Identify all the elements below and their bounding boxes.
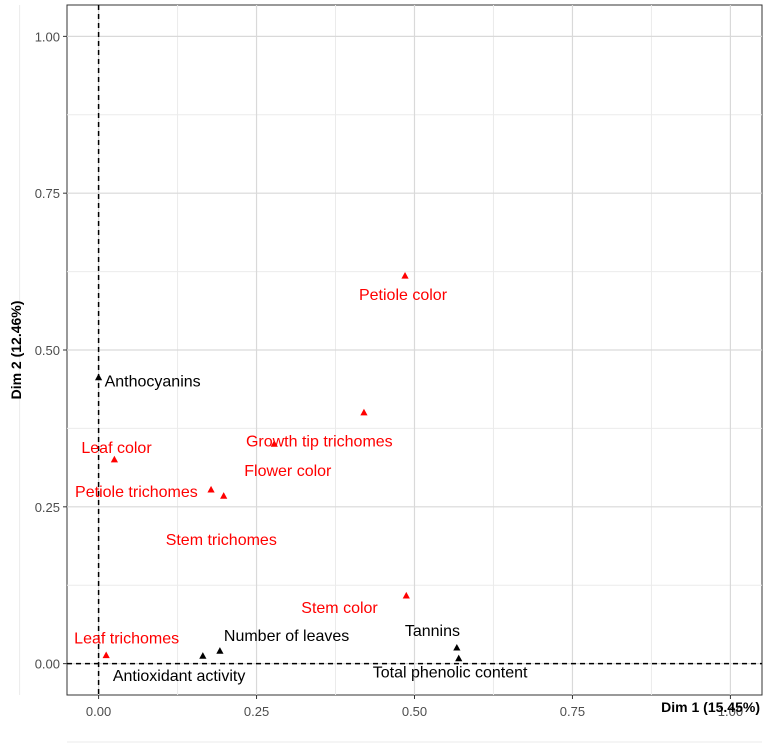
point-label-stem-color: Stem color [301,600,378,617]
point-label-growth-tip-trichomes: Growth tip trichomes [246,434,393,451]
point-label-number-of-leaves: Number of leaves [224,628,349,645]
x-axis-ticks: 0.00 0.25 0.50 0.75 1.00 [86,695,743,719]
point-label-petiole-trichomes: Petiole trichomes [75,484,198,501]
point-marker-flower-color [270,440,278,447]
point-marker-anthocyanins [94,373,103,381]
x-tick-label: 1.00 [718,704,743,719]
point-marker-petiole-color [401,271,409,279]
point-marker-petiole-trichomes [207,485,215,493]
y-axis-title: Dim 2 (12.46%) [8,301,24,400]
point-label-total-phenolic-content: Total phenolic content [373,665,528,682]
point-marker-total-phenolic-content [455,654,463,662]
y-tick-label: 0.00 [35,657,60,672]
point-label-leaf-color: Leaf color [81,440,152,457]
point-labels: Petiole color Growth tip trichomes Flower … [74,287,528,685]
x-tick-label: 0.50 [402,704,427,719]
point-label-leaf-trichomes: Leaf trichomes [74,630,179,647]
point-marker-growth-tip-trichomes [360,408,368,416]
y-tick-label: 0.50 [35,343,60,358]
y-tick-label: 0.25 [35,500,60,515]
grid [19,5,762,743]
point-marker-number-of-leaves [216,647,224,654]
y-tick-label: 0.75 [35,186,60,201]
y-axis-ticks: 0.00 0.25 0.50 0.75 1.00 [35,29,67,672]
point-marker-leaf-trichomes [102,651,110,659]
x-tick-label: 0.75 [560,704,585,719]
reference-lines [67,5,762,695]
point-marker-tannins [453,643,461,651]
point-label-stem-trichomes: Stem trichomes [166,532,277,549]
point-label-antioxidant-activity: Antioxidant activity [113,668,246,685]
x-tick-label: 0.25 [244,704,269,719]
point-label-flower-color: Flower color [244,463,332,480]
point-marker-stem-color [402,591,410,599]
point-marker-stem-trichomes [220,492,228,499]
x-axis-title: Dim 1 (15.45%) [661,699,760,715]
data-points [94,271,463,662]
y-tick-label: 1.00 [35,29,60,44]
x-tick-label: 0.00 [86,704,111,719]
point-marker-leaf-color [110,455,118,463]
point-label-petiole-color: Petiole color [359,287,448,304]
point-marker-antioxidant-activity [199,652,207,659]
point-label-anthocyanins: Anthocyanins [105,374,201,391]
point-label-tannins: Tannins [405,623,460,640]
